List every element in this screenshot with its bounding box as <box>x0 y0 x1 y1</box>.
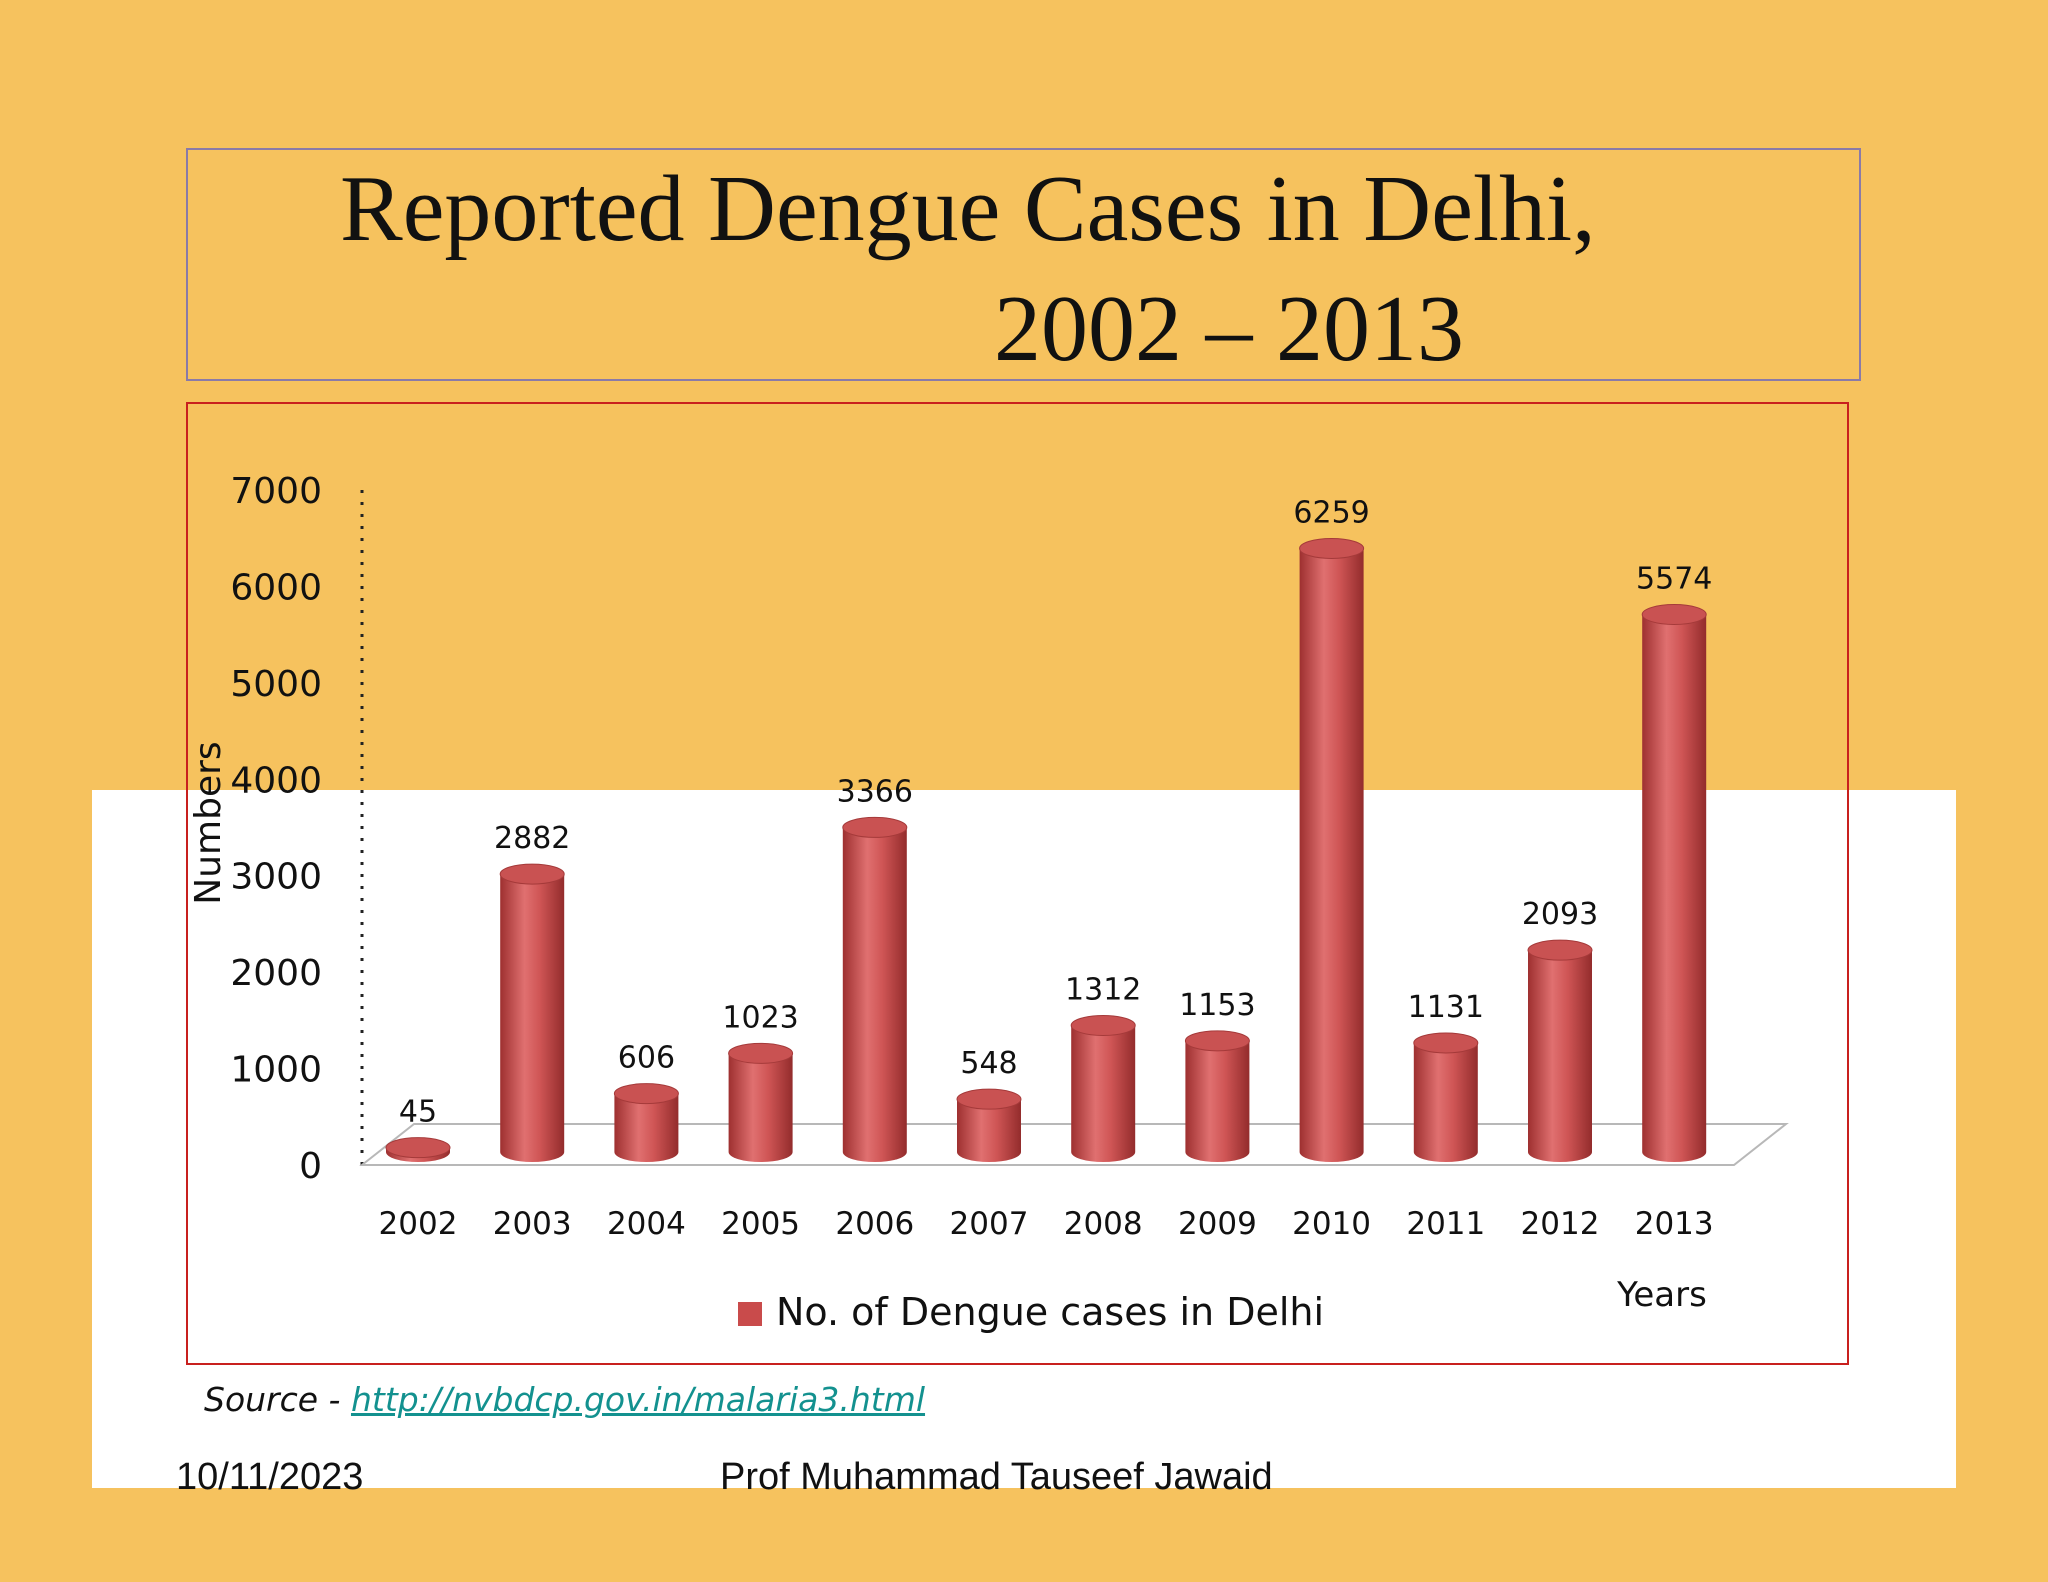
bar-top-2003 <box>499 863 565 885</box>
bar-2005 <box>728 1053 793 1162</box>
data-label: 1023 <box>722 1000 798 1035</box>
y-tick-label: 2000 <box>230 953 322 994</box>
data-label: 548 <box>960 1046 1017 1081</box>
bar-top-2010 <box>1299 537 1365 559</box>
data-label: 2093 <box>1522 897 1598 932</box>
bar-top-2008 <box>1070 1014 1136 1036</box>
bar-top-2004 <box>613 1083 679 1105</box>
legend-label: No. of Dengue cases in Delhi <box>776 1290 1324 1334</box>
source-prefix: Source - <box>204 1380 341 1419</box>
chart-title-line-1: Reported Dengue Cases in Delhi, <box>340 157 1596 261</box>
data-label: 6259 <box>1293 495 1369 530</box>
x-tick-label: 2007 <box>950 1206 1029 1242</box>
x-tick-label: 2005 <box>721 1206 800 1242</box>
bar-2009 <box>1185 1040 1250 1162</box>
title-box: Reported Dengue Cases in Delhi, 2002 – 2… <box>186 148 1861 381</box>
bar-2013 <box>1642 614 1707 1162</box>
bar-2011 <box>1413 1042 1478 1162</box>
data-label: 5574 <box>1636 562 1712 597</box>
x-tick-label: 2008 <box>1064 1206 1143 1242</box>
legend-swatch <box>738 1302 762 1326</box>
bar-2012 <box>1528 950 1592 1162</box>
data-label: 3366 <box>837 774 913 809</box>
y-tick-label: 6000 <box>230 567 322 608</box>
bar-2008 <box>1071 1025 1136 1162</box>
bar-top-2005 <box>728 1042 794 1064</box>
y-axis-label: Numbers <box>188 741 229 904</box>
data-label: 1312 <box>1065 972 1141 1007</box>
x-tick-label: 2012 <box>1521 1206 1600 1242</box>
chart-frame <box>186 402 1849 1365</box>
data-label: 2882 <box>494 821 570 856</box>
data-label: 1153 <box>1179 988 1255 1023</box>
y-tick-label: 1000 <box>230 1050 322 1091</box>
data-label: 606 <box>618 1041 675 1076</box>
y-tick-label: 7000 <box>230 471 322 512</box>
bar-2004 <box>614 1093 679 1162</box>
x-tick-label: 2011 <box>1406 1206 1485 1242</box>
bar-2003 <box>500 874 565 1162</box>
x-tick-label: 2006 <box>835 1206 914 1242</box>
x-tick-label: 2003 <box>493 1206 572 1242</box>
source-line: Source - http://nvbdcp.gov.in/malaria3.h… <box>204 1380 925 1419</box>
data-label: 45 <box>399 1095 437 1130</box>
x-tick-label: 2013 <box>1635 1206 1714 1242</box>
y-tick-label: 3000 <box>230 857 322 898</box>
bar-top-2009 <box>1184 1030 1250 1052</box>
chart-title-line-2: 2002 – 2013 <box>994 277 1464 381</box>
bar-2007 <box>957 1099 1021 1162</box>
x-axis-label: Years <box>1616 1275 1707 1315</box>
bar-top-2012 <box>1527 939 1593 961</box>
footer-author: Prof Muhammad Tauseef Jawaid <box>720 1456 1273 1498</box>
x-tick-label: 2009 <box>1178 1206 1257 1242</box>
x-tick-label: 2002 <box>379 1206 458 1242</box>
bar-2010 <box>1299 548 1364 1162</box>
bar-top-2007 <box>956 1088 1022 1110</box>
y-tick-label: 0 <box>299 1146 322 1187</box>
footer-date: 10/11/2023 <box>176 1456 364 1498</box>
y-tick-label: 4000 <box>230 760 322 801</box>
bar-2006 <box>842 827 907 1162</box>
x-tick-label: 2010 <box>1292 1206 1371 1242</box>
x-tick-label: 2004 <box>607 1206 686 1242</box>
data-label: 1131 <box>1408 990 1484 1025</box>
bar-top-2013 <box>1641 604 1707 626</box>
y-tick-label: 5000 <box>230 664 322 705</box>
bar-top-2002 <box>385 1137 451 1159</box>
source-link[interactable]: http://nvbdcp.gov.in/malaria3.html <box>350 1380 926 1419</box>
bar-top-2011 <box>1413 1032 1479 1054</box>
bar-top-2006 <box>842 816 908 838</box>
